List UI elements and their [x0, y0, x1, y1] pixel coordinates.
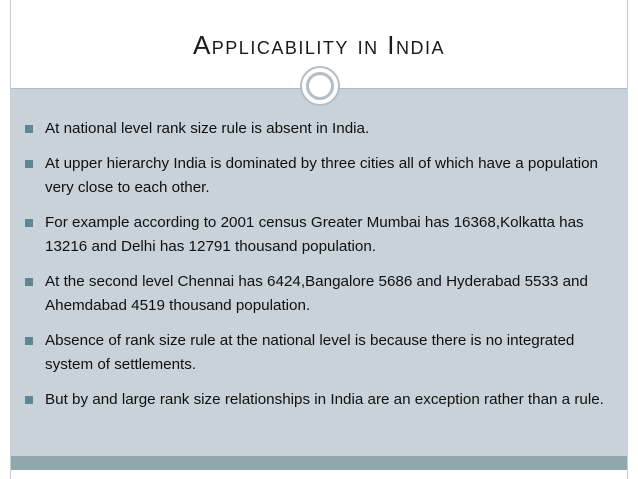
square-bullet-icon	[25, 160, 33, 168]
bullet-text: At upper hierarchy India is dominated by…	[45, 155, 598, 196]
footer-band	[11, 456, 627, 470]
bullet-item: At upper hierarchy India is dominated by…	[19, 152, 619, 200]
bullet-item: At national level rank size rule is abse…	[19, 117, 619, 141]
square-bullet-icon	[25, 396, 33, 404]
decorative-ring-icon	[306, 72, 334, 100]
bullet-text: At the second level Chennai has 6424,Ban…	[45, 273, 588, 314]
bullet-list: At national level rank size rule is abse…	[19, 117, 619, 423]
slide-frame	[10, 0, 628, 479]
square-bullet-icon	[25, 125, 33, 133]
slide-title: Applicability in India	[192, 30, 446, 60]
bullet-item: For example according to 2001 census Gre…	[19, 211, 619, 259]
bullet-text: For example according to 2001 census Gre…	[45, 214, 584, 255]
bullet-item: Absence of rank size rule at the nationa…	[19, 329, 619, 377]
square-bullet-icon	[25, 219, 33, 227]
bullet-item: At the second level Chennai has 6424,Ban…	[19, 270, 619, 318]
slide-body: At national level rank size rule is abse…	[11, 89, 627, 456]
bullet-item: But by and large rank size relationships…	[19, 388, 619, 412]
bullet-text: But by and large rank size relationships…	[45, 391, 604, 408]
bullet-text: Absence of rank size rule at the nationa…	[45, 332, 575, 373]
square-bullet-icon	[25, 278, 33, 286]
square-bullet-icon	[25, 337, 33, 345]
bullet-text: At national level rank size rule is abse…	[45, 120, 370, 137]
